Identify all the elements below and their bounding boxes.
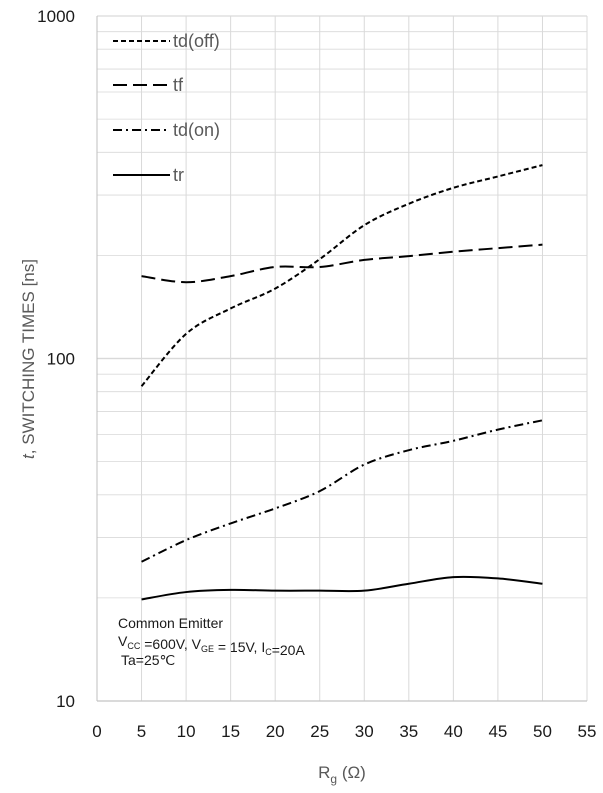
annotation: Common Emitter VCC =600V, VGE = 15V, IC=2… [118,615,305,668]
annotation-text: =20A [272,642,306,658]
x-axis-title-rest: (Ω) [337,763,366,782]
annotation-subscript: CC [127,641,140,651]
x-tick-label: 0 [92,722,101,741]
annotation-text: = 15V, I [214,639,265,655]
x-axis-title-sub: g [330,772,337,786]
series-line-tf [141,243,543,284]
series-line-td-off [140,164,543,387]
annotation-line-1: Common Emitter [118,615,223,631]
x-tick-label: 40 [444,722,463,741]
annotation-line-2: VCC =600V, VGE = 15V, IC=20A [118,633,305,658]
y-tick-label: 10 [56,692,75,711]
x-tick-label: 50 [533,722,552,741]
x-axis-title: Rg (Ω) [318,763,366,786]
y-tick-label: 1000 [37,7,75,26]
plot-series [140,164,543,601]
y-axis-title: t, SWITCHING TIMES [ns] [19,259,38,459]
x-tick-label: 25 [310,722,329,741]
annotation-text: V [118,633,128,649]
x-axis-title-main: R [318,763,330,782]
legend-label: td(on) [173,120,220,140]
legend-label: td(off) [173,31,220,51]
series-line-tr [141,575,543,601]
annotation-text: =600V, V [140,636,201,652]
x-tick-label: 45 [488,722,507,741]
axes: 0 5 10 15 20 25 30 35 40 45 50 55 10 100 1000 [37,7,596,741]
annotation-subscript: C [265,647,272,657]
annotation-line-3: Ta=25℃ [121,652,175,668]
x-tick-label: 55 [578,722,597,741]
annotation-subscript: GE [201,644,214,654]
y-axis-title-italic: t [19,453,38,459]
legend-label: tr [173,165,184,185]
x-tick-label: 10 [177,722,196,741]
x-tick-label: 35 [399,722,418,741]
x-tick-label: 30 [355,722,374,741]
y-tick-label: 100 [47,350,75,369]
x-tick-label: 15 [221,722,240,741]
grid [96,15,588,702]
x-tick-label: 5 [137,722,146,741]
y-axis-title-rest: , SWITCHING TIMES [ns] [19,259,38,454]
series-line-td-on [141,419,543,563]
x-tick-label: 20 [266,722,285,741]
legend: td(off) tf td(on) tr [113,31,220,185]
legend-label: tf [173,75,184,95]
